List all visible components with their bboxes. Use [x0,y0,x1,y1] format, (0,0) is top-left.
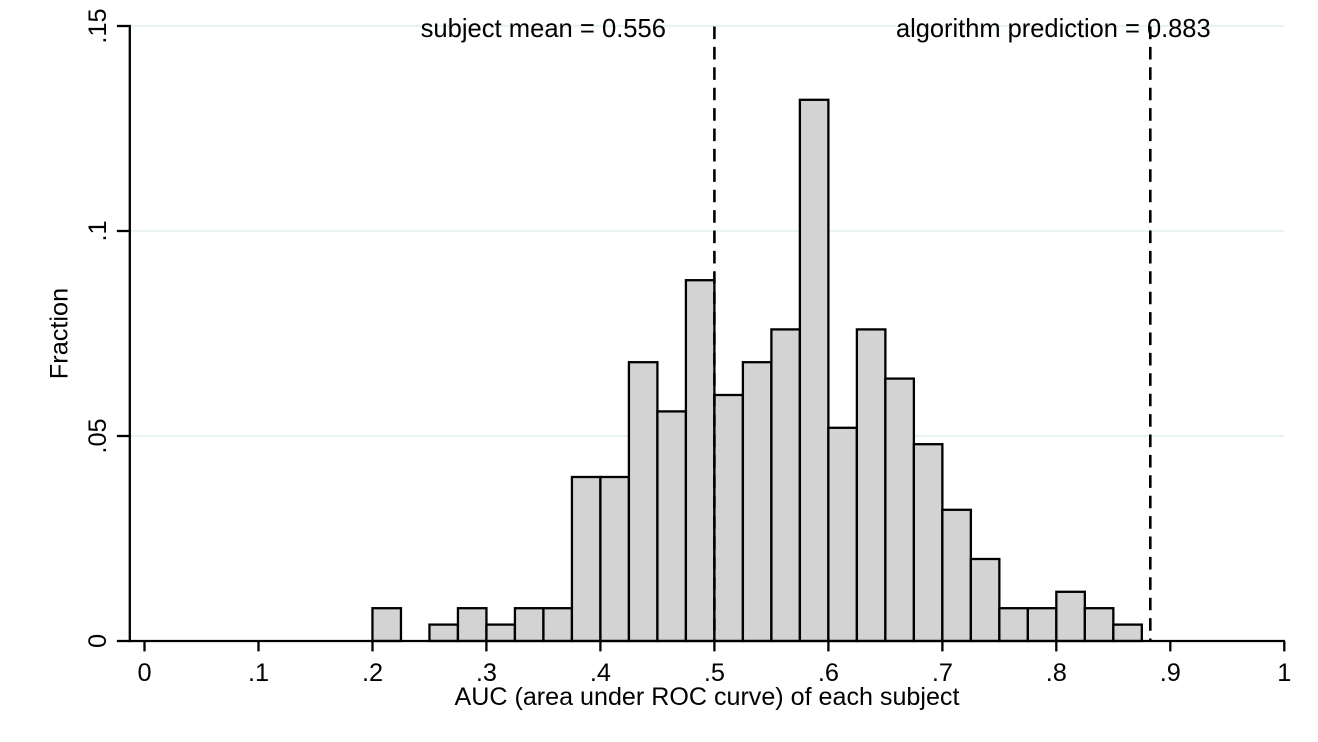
svg-text:.05: .05 [84,418,112,453]
svg-text:Fraction: Fraction [46,288,74,379]
svg-text:.6: .6 [818,659,839,687]
svg-text:.2: .2 [362,659,383,687]
svg-text:.1: .1 [248,659,269,687]
svg-text:0: 0 [137,659,151,687]
svg-text:.1: .1 [84,220,112,241]
svg-text:.5: .5 [704,659,725,687]
svg-text:.7: .7 [932,659,953,687]
svg-text:.8: .8 [1046,659,1067,687]
svg-text:0: 0 [84,634,112,648]
svg-text:subject mean = 0.556: subject mean = 0.556 [421,15,666,43]
svg-text:.15: .15 [84,8,112,43]
svg-text:.3: .3 [476,659,497,687]
svg-text:AUC (area under ROC curve) of: AUC (area under ROC curve) of each subje… [455,683,960,711]
svg-text:1: 1 [1277,659,1291,687]
svg-text:.4: .4 [590,659,611,687]
svg-text:.9: .9 [1160,659,1181,687]
svg-text:algorithm prediction = 0.883: algorithm prediction = 0.883 [896,15,1211,43]
